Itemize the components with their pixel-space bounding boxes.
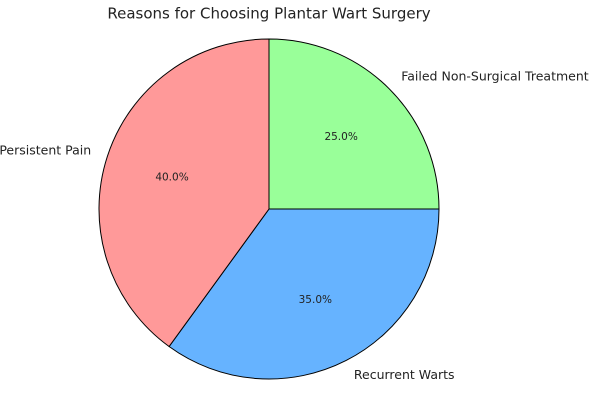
slice-label: Persistent Pain — [0, 143, 91, 158]
slice-label: Recurrent Warts — [354, 367, 455, 382]
value-label: 35.0% — [299, 294, 332, 306]
chart-title: Reasons for Choosing Plantar Wart Surger… — [107, 5, 430, 23]
pie-slice — [98, 38, 270, 348]
pie-slice — [268, 38, 440, 210]
value-label: 40.0% — [155, 171, 188, 183]
pie-slice — [168, 208, 440, 380]
slice-label: Failed Non-Surgical Treatments — [401, 68, 589, 83]
value-label: 25.0% — [324, 131, 357, 143]
